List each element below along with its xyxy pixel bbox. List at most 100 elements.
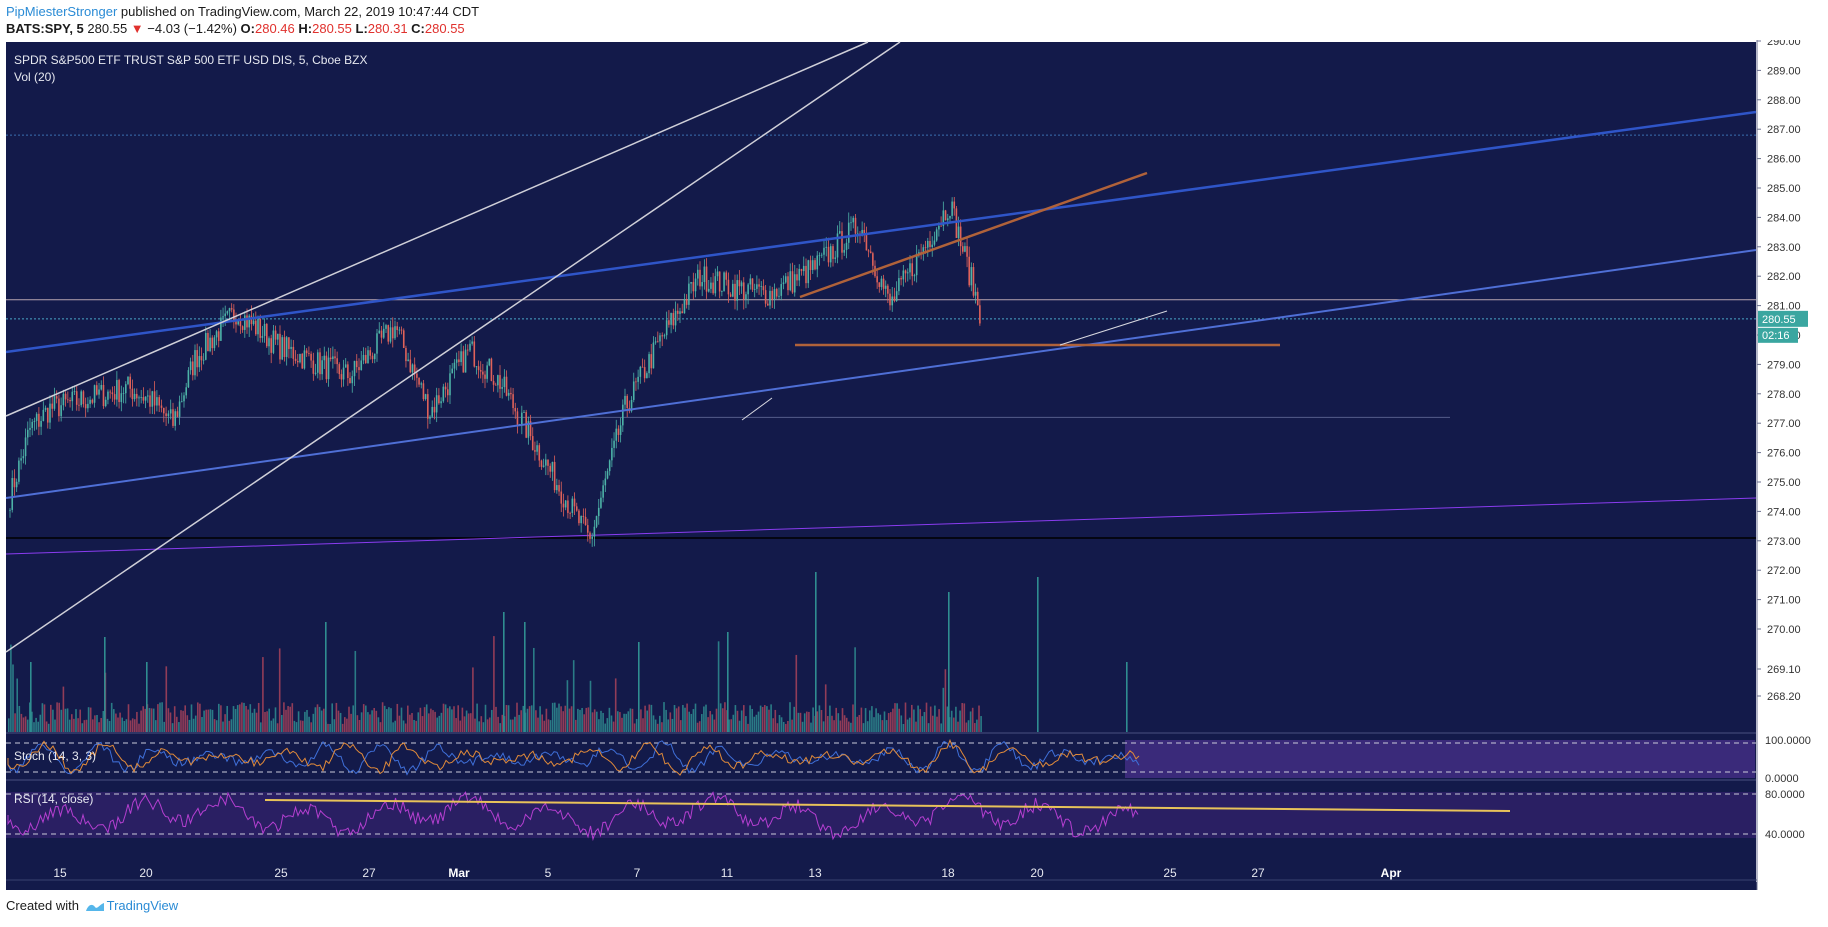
price-tick-label: 273.00 [1767, 536, 1801, 548]
volume-bar [346, 718, 348, 732]
close-value: 280.55 [424, 21, 465, 36]
stoch-tick-label: 0.0000 [1765, 773, 1799, 785]
candle-body [181, 401, 183, 403]
volume-bar [755, 714, 758, 732]
volume-bar [724, 702, 726, 732]
candle-body [510, 392, 512, 395]
volume-bar [398, 715, 401, 732]
volume-bar [10, 644, 12, 732]
volume-bar [415, 720, 417, 732]
candle-body [575, 506, 578, 511]
chart-canvas[interactable]: 15 20 25 27 Mar 5 7 11 13 18 20 25 27 Apr 290.00 289.00… [0, 40, 1828, 890]
volume-bar [885, 720, 888, 732]
volume-bar [535, 710, 537, 732]
candle-body [847, 222, 850, 243]
candle-body [60, 405, 62, 417]
candle-body [189, 361, 192, 371]
volume-bar [631, 708, 634, 732]
volume-bar [965, 722, 968, 732]
candle-body [972, 267, 975, 296]
volume-bar [501, 714, 504, 732]
author-link[interactable]: PipMiesterStronger [6, 4, 118, 19]
candle-body [854, 217, 857, 234]
candle-body [935, 229, 938, 241]
candle-body [241, 326, 244, 330]
candle-body [816, 255, 819, 270]
volume-bar [871, 706, 873, 732]
volume-bar [791, 719, 793, 732]
candle-body [729, 294, 732, 297]
volume-bar [308, 716, 310, 732]
volume-bar [835, 707, 837, 732]
candle-body [569, 512, 571, 514]
candle-body [116, 380, 118, 400]
volume-bar [339, 712, 342, 732]
candle-body [347, 364, 349, 379]
volume-bar [16, 678, 18, 732]
volume-bar [757, 711, 760, 732]
volume-bar [518, 714, 520, 732]
volume-bar [121, 717, 123, 732]
volume-bar [629, 708, 632, 732]
candle-body [582, 515, 585, 517]
volume-bar [285, 709, 287, 732]
price-tick-label: 282.00 [1767, 271, 1801, 283]
candle-body [49, 403, 51, 423]
candle-body [104, 399, 107, 407]
candle-body [263, 323, 266, 336]
candle-body [46, 407, 49, 423]
candle-body [732, 283, 734, 297]
volume-bar [136, 711, 138, 732]
small-trendline [1059, 310, 1168, 346]
price-tick-label: 274.00 [1767, 506, 1801, 518]
volume-bar [778, 715, 781, 732]
volume-bar [732, 714, 735, 732]
candle-body [220, 317, 222, 341]
candle-body [124, 384, 127, 394]
candle-body [814, 260, 816, 270]
candle-body [869, 251, 872, 254]
volume-bar [283, 702, 285, 732]
candle-body [87, 403, 89, 409]
candle-body [378, 330, 381, 334]
candle-body [884, 285, 887, 289]
candle-body [71, 391, 74, 402]
candle-body [411, 364, 414, 373]
candle-body [22, 456, 25, 459]
candle-body [606, 471, 609, 479]
candle-body [308, 353, 310, 355]
candle-body [438, 395, 440, 404]
candle-body [938, 225, 940, 230]
candle-body [805, 265, 807, 284]
price-tick-label: 290.00 [1767, 40, 1801, 48]
tradingview-brand-link[interactable]: TradingView [106, 898, 179, 913]
volume-bar [761, 707, 764, 732]
candle-body [696, 269, 699, 279]
candle-body [872, 253, 874, 266]
volume-bar [587, 707, 590, 732]
candle-body [140, 396, 142, 398]
volume-bar [71, 714, 73, 732]
volume-bar [845, 717, 848, 732]
volume-bar [83, 720, 86, 732]
volume-bar [831, 715, 833, 732]
price-axis-bg [1757, 40, 1827, 890]
volume-bar [839, 720, 842, 732]
wedge-top-brown [799, 171, 1148, 299]
candle-body [913, 275, 916, 277]
candle-body [142, 396, 145, 401]
stoch-tick-label: 100.0000 [1765, 735, 1811, 747]
volume-bar [220, 705, 222, 732]
candle-body [639, 366, 642, 377]
volume-bar [530, 705, 533, 732]
candle-body [918, 252, 920, 254]
volume-spike [1037, 577, 1039, 732]
volume-bar [514, 716, 516, 732]
candle-body [200, 356, 203, 361]
candle-body [338, 364, 341, 375]
volume-bar [701, 714, 703, 732]
volume-bar [81, 723, 84, 732]
volume-bar [268, 708, 270, 732]
volume-bar [417, 712, 420, 732]
candle-body [91, 399, 94, 403]
